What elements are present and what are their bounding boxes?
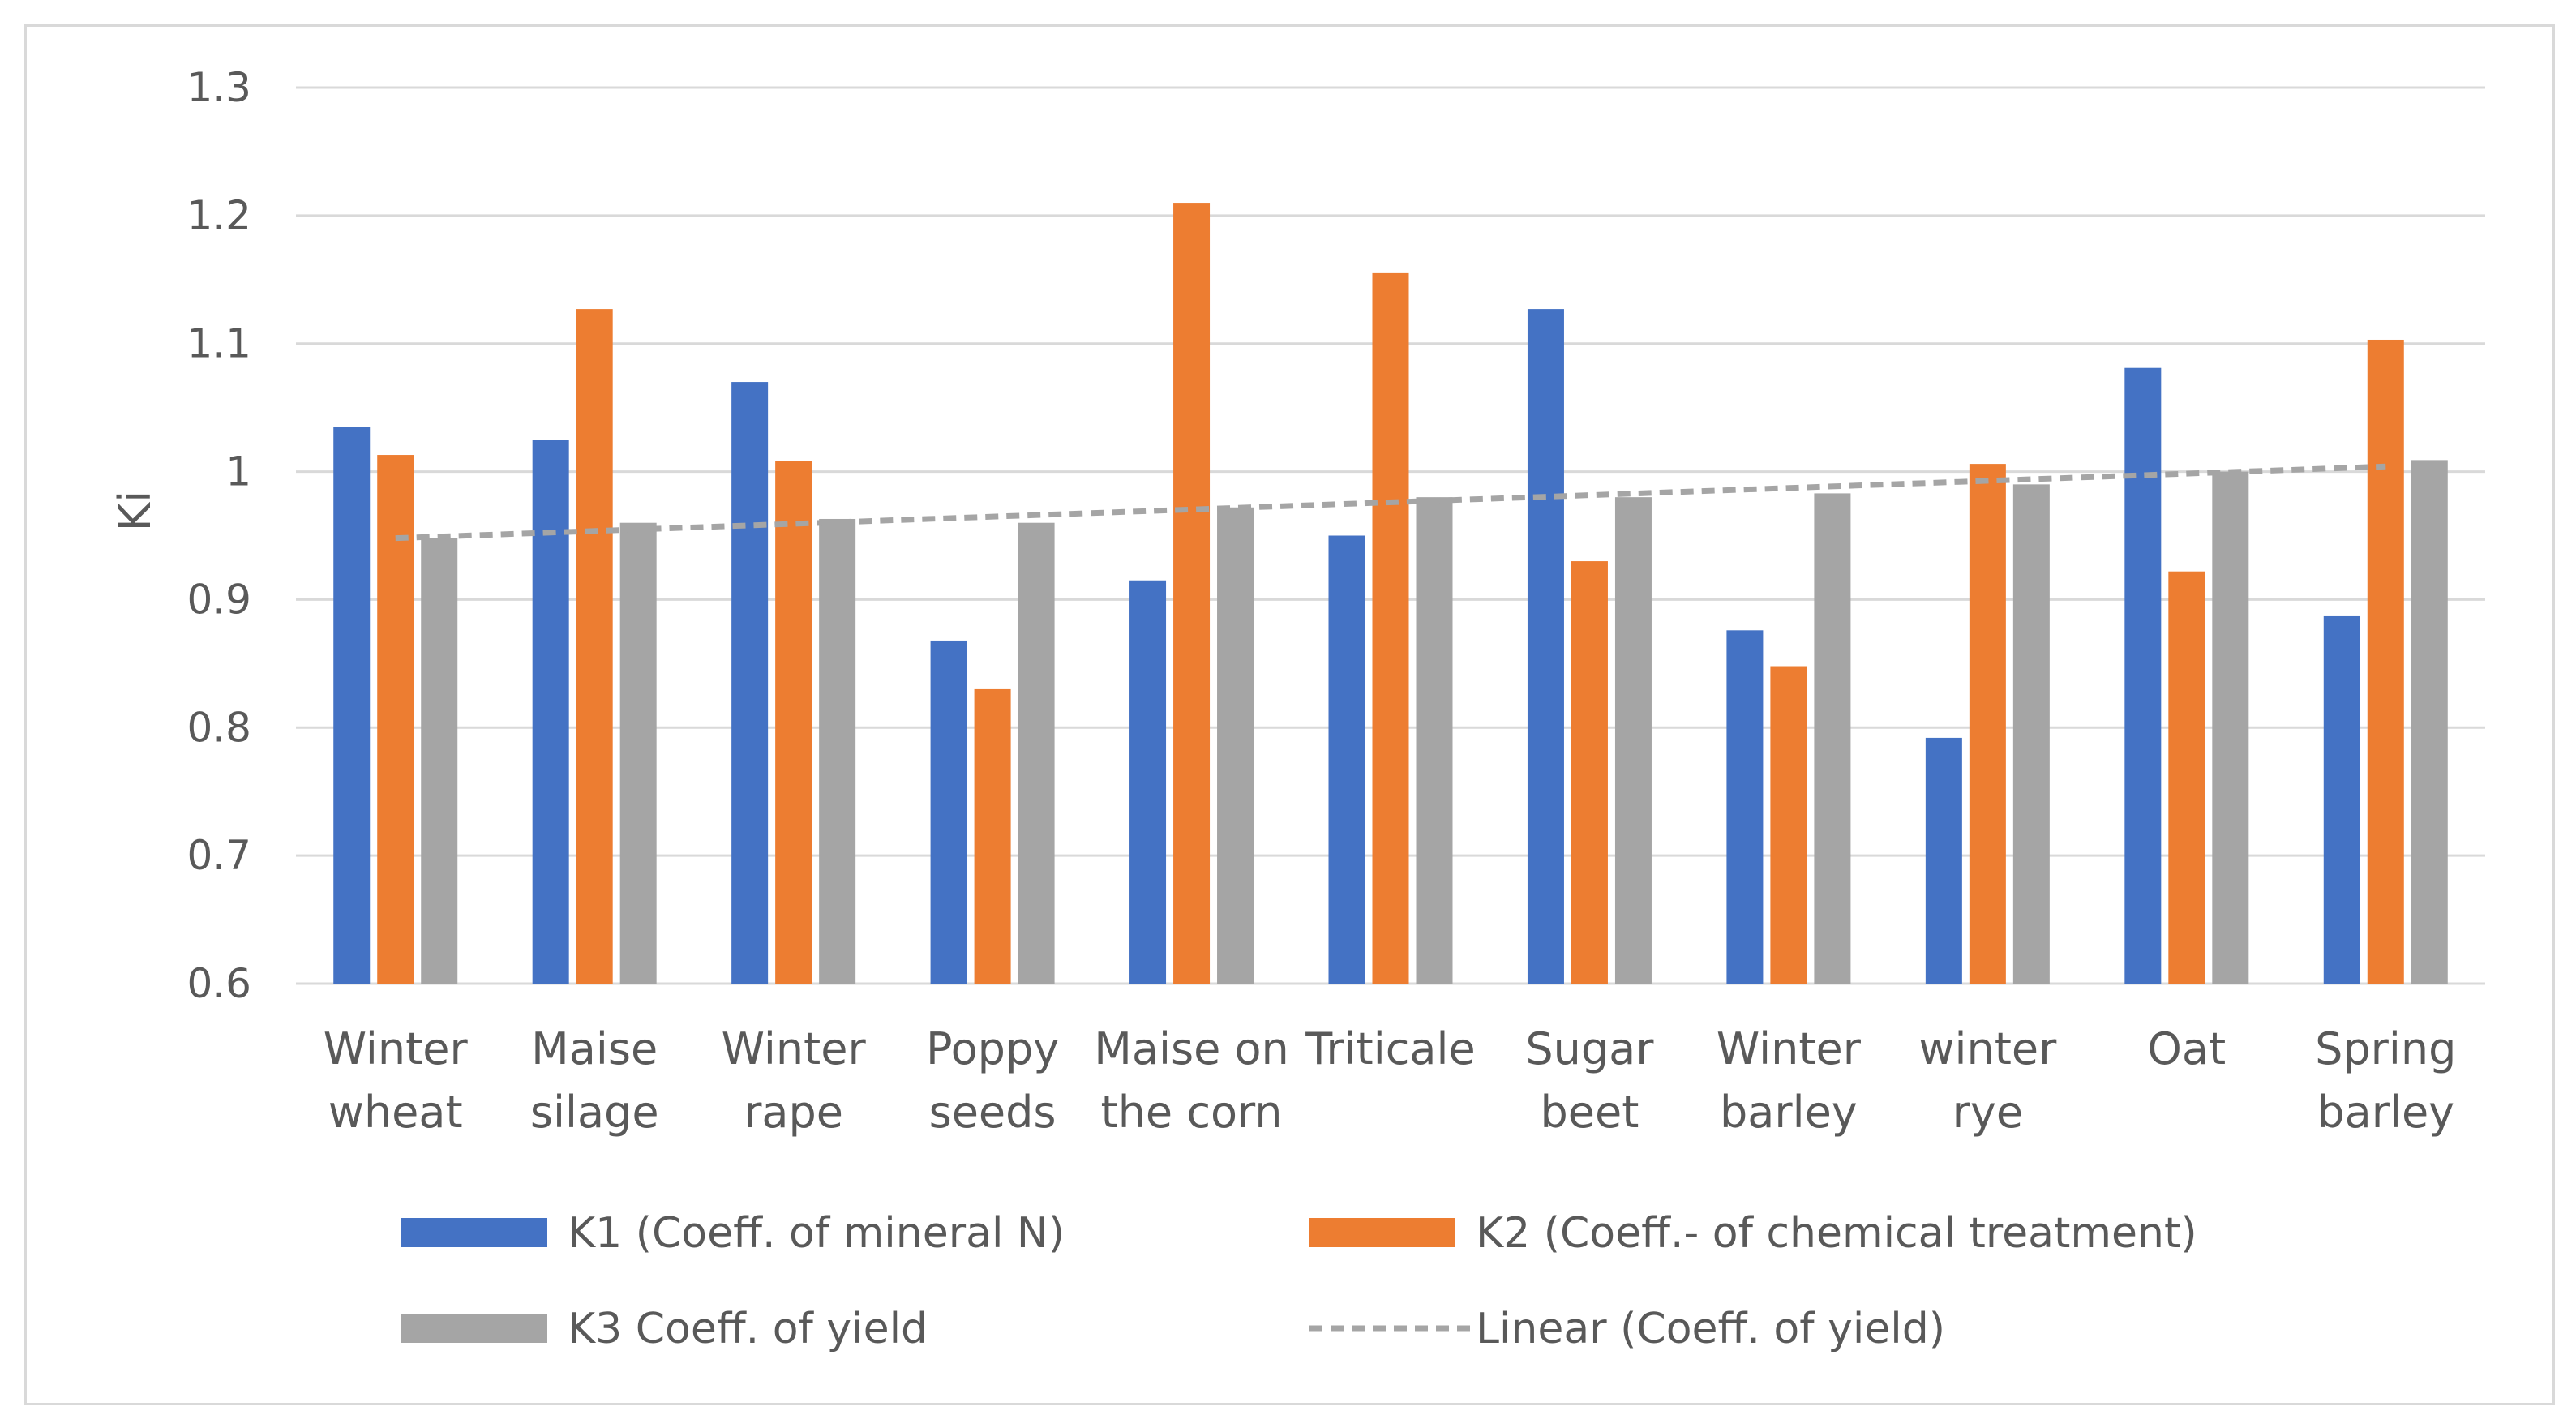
y-tick-label: 1.2: [186, 192, 251, 239]
x-category-label: Winter: [1717, 1023, 1862, 1074]
x-category-label: rape: [744, 1087, 843, 1138]
bar-series-3: [819, 518, 856, 984]
x-category-label: Sugar: [1525, 1023, 1654, 1074]
bar-series-3: [1614, 497, 1652, 984]
y-axis-ticks: 0.6 0.7 0.8 0.9 1 1.1 1.2 1.3: [186, 64, 251, 1007]
bar-series-2: [775, 461, 812, 984]
trendline: [395, 463, 2386, 542]
x-category-label: rye: [1952, 1087, 2023, 1138]
x-category-label: Spring: [2315, 1023, 2456, 1074]
bar-series-1: [2124, 367, 2162, 984]
bar-series-1: [731, 382, 769, 984]
bar-series-3: [1416, 497, 1453, 984]
bar-series-2: [576, 309, 613, 984]
x-category-label: beet: [1541, 1087, 1639, 1138]
legend-swatch: [1309, 1218, 1455, 1247]
bar-series-2: [377, 455, 414, 984]
x-category-label: Maise on: [1094, 1023, 1288, 1074]
bar-series-3: [1814, 493, 1851, 984]
x-category-label: silage: [530, 1087, 659, 1138]
x-category-label: seeds: [929, 1087, 1057, 1138]
bar-series-3: [421, 538, 458, 984]
x-category-label: barley: [2317, 1087, 2454, 1138]
trendline-line: [395, 463, 2386, 542]
bar-series-1: [1328, 535, 1365, 984]
bar-series-2: [1173, 203, 1211, 984]
bar-series-2: [1770, 666, 1807, 984]
legend-swatch: [401, 1314, 547, 1343]
bar-series-3: [2012, 484, 2050, 984]
x-axis-categories: Winter wheat Maise silage Winter rape Poppy see…: [324, 1023, 2457, 1138]
x-category-label: Oat: [2147, 1023, 2226, 1074]
bars: [333, 203, 2448, 984]
y-axis-title: Ki: [109, 491, 161, 531]
bar-series-2: [1571, 561, 1608, 984]
bar-series-3: [619, 522, 657, 984]
bar-series-1: [1726, 630, 1764, 984]
y-tick-label: 0.7: [186, 832, 251, 879]
legend-label: K1 (Coeff. of mineral N): [568, 1209, 1065, 1258]
bar-series-1: [532, 440, 569, 984]
x-category-label: barley: [1720, 1087, 1858, 1138]
bar-series-1: [1925, 737, 1962, 984]
bar-series-3: [2212, 471, 2249, 984]
bar-series-1: [930, 640, 967, 984]
legend-label: K3 Coeff. of yield: [568, 1305, 928, 1353]
y-tick-label: 1.3: [186, 64, 251, 111]
x-category-label: Winter: [722, 1023, 867, 1074]
x-category-label: winter: [1918, 1023, 2057, 1074]
bar-series-1: [1527, 309, 1564, 984]
y-tick-label: 0.9: [186, 576, 251, 623]
x-category-label: the corn: [1101, 1087, 1283, 1138]
x-category-label: Triticale: [1305, 1023, 1475, 1074]
bar-series-3: [1018, 522, 1055, 984]
x-category-label: wheat: [328, 1087, 463, 1138]
y-tick-label: 1.1: [186, 320, 251, 367]
bar-series-1: [333, 427, 371, 984]
bar-series-1: [2323, 615, 2360, 984]
x-category-label: Maise: [531, 1023, 658, 1074]
bar-series-2: [2367, 339, 2404, 984]
y-tick-label: 0.8: [186, 704, 251, 751]
bar-series-1: [1129, 580, 1167, 984]
x-category-label: Winter: [324, 1023, 469, 1074]
bar-series-2: [1969, 464, 2006, 984]
legend: K1 (Coeff. of mineral N) K2 (Coeff.- of c…: [401, 1209, 2197, 1353]
bar-series-2: [2168, 571, 2205, 984]
bar-series-3: [1217, 507, 1254, 984]
bar-series-3: [2411, 460, 2448, 984]
bar-series-2: [1372, 272, 1409, 984]
bar-series-2: [974, 688, 1011, 984]
legend-swatch: [401, 1218, 547, 1247]
y-tick-label: 0.6: [186, 960, 251, 1007]
y-tick-label: 1: [225, 448, 251, 495]
x-category-label: Poppy: [926, 1023, 1059, 1074]
legend-label: Linear (Coeff. of yield): [1476, 1305, 1945, 1353]
legend-label: K2 (Coeff.- of chemical treatment): [1476, 1209, 2197, 1258]
